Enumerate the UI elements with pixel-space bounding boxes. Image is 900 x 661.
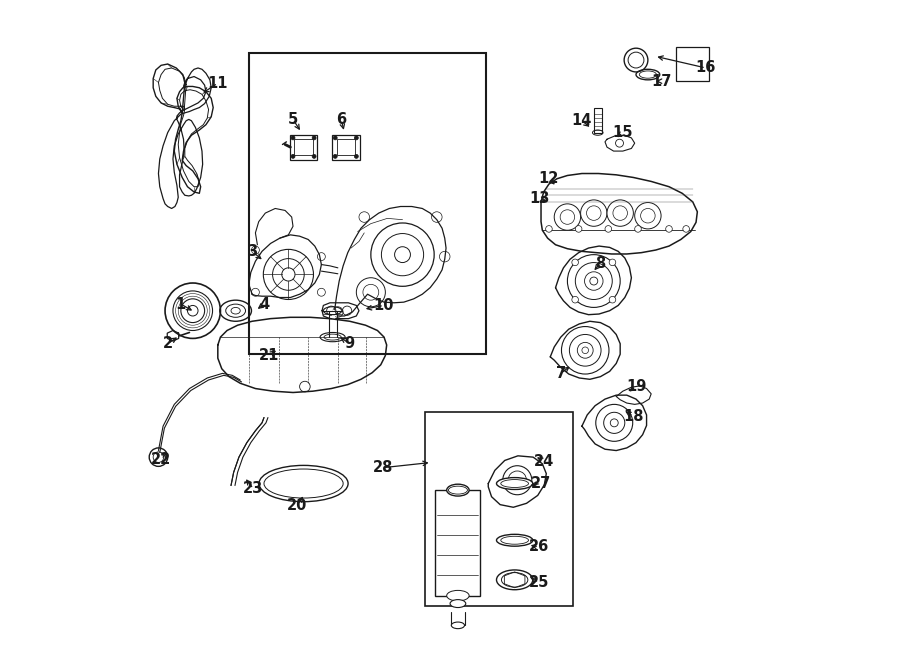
Text: 16: 16: [696, 60, 716, 75]
Ellipse shape: [497, 534, 533, 546]
Circle shape: [596, 405, 633, 442]
Text: 19: 19: [626, 379, 646, 394]
Ellipse shape: [451, 622, 464, 629]
Circle shape: [575, 225, 582, 232]
Circle shape: [562, 327, 609, 374]
Text: 8: 8: [595, 256, 606, 271]
Text: 13: 13: [529, 191, 549, 206]
Bar: [248, 54, 486, 354]
Circle shape: [572, 259, 579, 266]
Circle shape: [165, 283, 220, 338]
Bar: [294, 139, 313, 155]
Text: 12: 12: [539, 171, 559, 186]
Circle shape: [624, 48, 648, 72]
Bar: [436, 490, 481, 596]
Text: 18: 18: [623, 408, 644, 424]
Text: 20: 20: [287, 498, 307, 513]
Circle shape: [572, 296, 579, 303]
Text: 17: 17: [651, 73, 671, 89]
Bar: [337, 139, 355, 155]
Text: 7: 7: [556, 366, 566, 381]
Text: 23: 23: [243, 481, 264, 496]
Circle shape: [355, 136, 358, 140]
Text: 15: 15: [613, 125, 633, 140]
Text: 27: 27: [531, 476, 551, 491]
Ellipse shape: [497, 570, 533, 590]
Circle shape: [503, 466, 532, 494]
Circle shape: [683, 225, 689, 232]
Circle shape: [312, 136, 316, 140]
Text: 24: 24: [534, 453, 554, 469]
Circle shape: [634, 225, 642, 232]
Circle shape: [605, 225, 612, 232]
Text: 6: 6: [336, 112, 346, 127]
Bar: [332, 135, 360, 160]
Circle shape: [333, 136, 338, 140]
Text: 14: 14: [572, 113, 592, 128]
Text: 21: 21: [258, 348, 279, 363]
Text: 9: 9: [345, 336, 355, 351]
Ellipse shape: [450, 600, 466, 607]
Circle shape: [580, 200, 607, 226]
Circle shape: [609, 259, 616, 266]
Circle shape: [333, 155, 338, 159]
Ellipse shape: [446, 485, 469, 496]
Circle shape: [607, 200, 634, 226]
Bar: [594, 108, 602, 133]
Text: 25: 25: [529, 575, 549, 590]
Text: 10: 10: [374, 298, 394, 313]
Circle shape: [554, 204, 580, 230]
Ellipse shape: [497, 478, 533, 489]
Bar: [676, 47, 708, 81]
Circle shape: [291, 136, 295, 140]
Text: 28: 28: [373, 460, 393, 475]
Bar: [290, 135, 318, 160]
Circle shape: [291, 155, 295, 159]
Circle shape: [666, 225, 672, 232]
Circle shape: [634, 202, 662, 229]
Text: 22: 22: [151, 451, 171, 467]
Text: 2: 2: [163, 336, 173, 351]
Circle shape: [590, 277, 598, 285]
Circle shape: [312, 155, 316, 159]
Ellipse shape: [259, 465, 348, 502]
Text: 3: 3: [248, 244, 257, 259]
Ellipse shape: [446, 590, 469, 601]
Circle shape: [567, 254, 620, 307]
Circle shape: [355, 155, 358, 159]
Circle shape: [187, 305, 198, 316]
Circle shape: [609, 296, 616, 303]
Text: 5: 5: [288, 112, 298, 127]
Text: 4: 4: [259, 297, 269, 311]
Text: 11: 11: [208, 75, 228, 91]
Text: 26: 26: [529, 539, 549, 555]
Bar: [425, 412, 573, 606]
Circle shape: [582, 347, 589, 354]
Text: 1: 1: [176, 297, 186, 311]
Circle shape: [545, 225, 553, 232]
